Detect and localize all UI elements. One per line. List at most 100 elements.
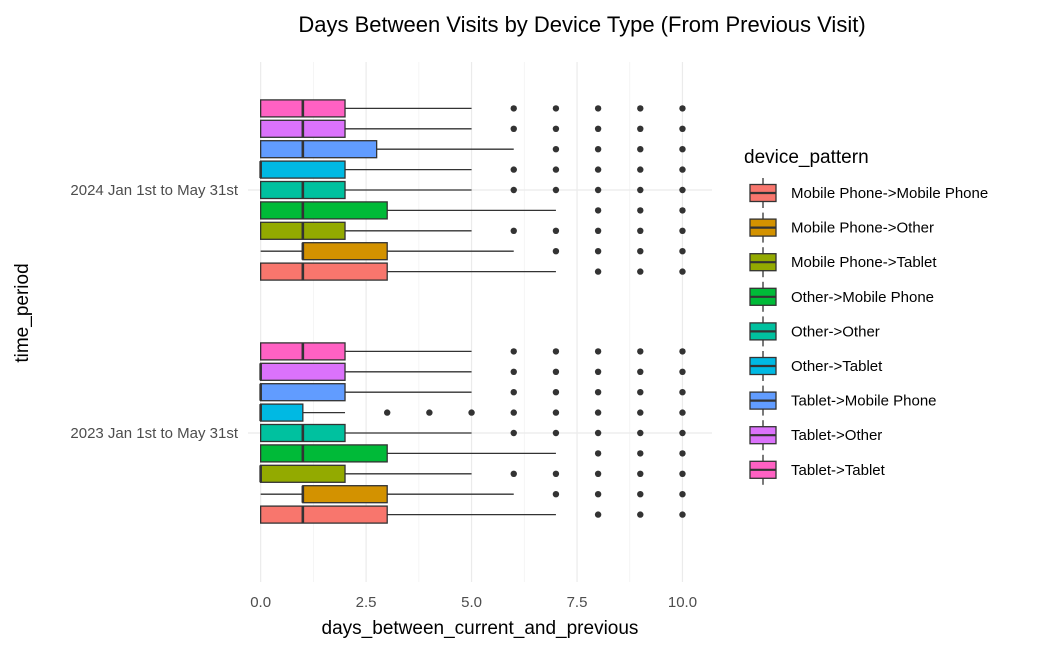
outlier-point [594,248,602,255]
y-tick-label: 2024 Jan 1st to May 31st [70,182,238,199]
outlier-point [510,227,517,234]
outlier-point [552,248,560,255]
box-iqr [302,242,388,261]
x-tick-label: 7.5 [567,594,588,611]
chart-title: Days Between Visits by Device Type (From… [298,12,865,37]
outlier-point [637,491,644,498]
outlier-point [594,348,602,355]
box-iqr [260,362,346,381]
outlier-point [679,368,686,375]
box-tablet-mobile-phone [259,383,686,402]
legend-item: Other->Other [749,316,880,347]
outlier-point [679,166,686,173]
outlier-point [637,470,644,477]
box-iqr [260,262,388,281]
outlier-point [552,348,560,355]
outlier-point [594,186,602,194]
legend-label: Other->Tablet [791,358,883,375]
outlier-point [637,348,644,355]
outlier-point [552,146,560,153]
legend-label: Other->Mobile Phone [791,289,934,306]
outlier-point [594,125,602,132]
box-other-tablet [259,160,686,179]
legend-items: Mobile Phone->Mobile Phone Mobile Phone->… [749,178,988,485]
outlier-point [637,248,644,255]
y-tick-label: 2023 Jan 1st to May 31st [70,425,238,442]
box-iqr [260,464,346,483]
legend-title: device_pattern [744,147,869,168]
legend-label: Other->Other [791,323,880,340]
outlier-point [510,409,517,416]
outlier-point [637,207,644,214]
box-tablet-other [259,362,686,381]
outlier-point [510,166,517,173]
outlier-point [679,105,686,112]
box-iqr [260,403,304,422]
outlier-point [679,450,686,457]
outlier-point [552,491,560,498]
outlier-point [510,125,517,132]
outlier-point [510,348,517,355]
outlier-point [679,389,686,396]
outlier-point [594,146,602,153]
outlier-point [637,409,644,416]
box-tablet-mobile-phone [260,140,686,159]
outlier-point [637,511,644,518]
outlier-point [552,105,560,112]
box-other-mobile-phone [260,201,686,220]
box-iqr [260,160,346,179]
outlier-point [510,429,517,437]
outlier-point [679,186,686,194]
outlier-point [552,429,560,437]
legend-item: Mobile Phone->Other [749,212,934,243]
outlier-point [594,450,602,457]
outlier-point [552,409,560,416]
outlier-point [637,125,644,132]
legend-item: Mobile Phone->Tablet [749,247,937,278]
box-iqr [260,505,388,524]
outlier-point [679,511,686,518]
legend-label: Mobile Phone->Mobile Phone [791,185,988,202]
outlier-point [679,268,686,275]
outlier-point [679,348,686,355]
outlier-point [637,105,644,112]
outlier-point [679,248,686,255]
box-iqr [260,201,388,220]
box-iqr [260,444,388,463]
outlier-point [594,268,602,275]
outlier-point [594,470,602,477]
outlier-point [552,166,560,173]
box-other-other [260,180,686,200]
outlier-point [637,146,644,153]
outlier-point [637,450,644,457]
box-mobile-phone-tablet [260,221,686,240]
outlier-point [679,146,686,153]
y-axis-title: time_period [12,263,33,362]
outlier-point [552,125,560,132]
legend-label: Tablet->Mobile Phone [791,393,937,410]
outlier-point [637,268,644,275]
outlier-point [637,186,644,194]
outlier-point [552,227,560,234]
outlier-point [426,409,433,416]
legend-item: Tablet->Tablet [749,454,886,485]
outlier-point [594,389,602,396]
outlier-point [637,166,644,173]
legend-item: Other->Tablet [749,351,883,381]
box-mobile-phone-mobile-phone [260,262,686,281]
x-tick-label: 2.5 [356,594,377,611]
outlier-point [637,389,644,396]
outlier-point [679,227,686,234]
outlier-point [384,409,391,416]
outlier-point [552,389,560,396]
outlier-point [510,105,517,112]
outlier-point [510,389,517,396]
outlier-point [679,409,686,416]
legend-label: Tablet->Tablet [791,462,886,479]
outlier-point [637,368,644,375]
outlier-point [679,125,686,132]
outlier-point [594,207,602,214]
legend-item: Tablet->Mobile Phone [749,385,937,416]
box-iqr [302,485,388,504]
x-tick-label: 5.0 [461,594,482,611]
